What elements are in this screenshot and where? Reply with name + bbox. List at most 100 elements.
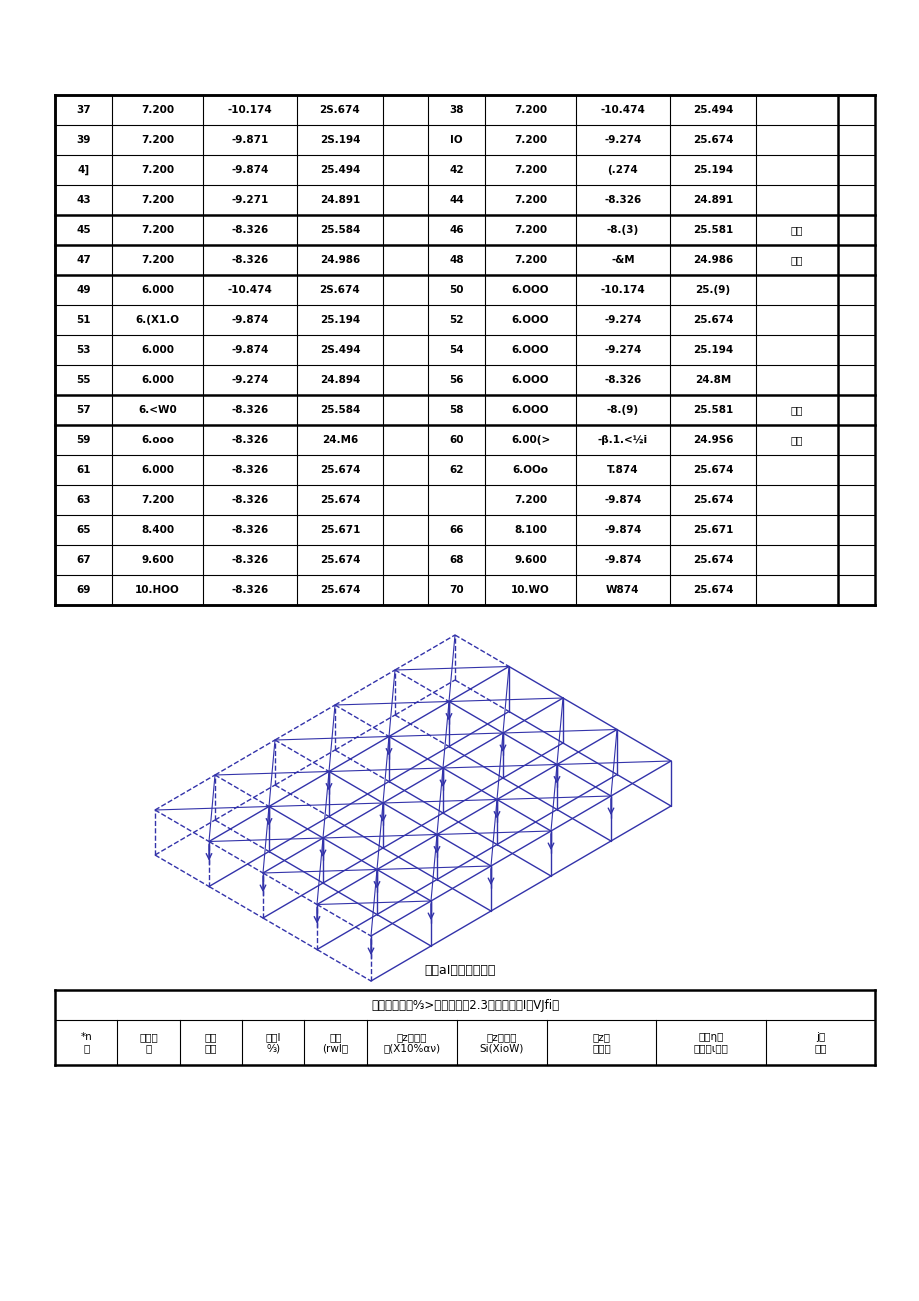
Text: -10.474: -10.474	[227, 285, 272, 295]
Text: 8.100: 8.100	[514, 526, 547, 535]
Text: 49: 49	[76, 285, 91, 295]
Text: 25.581: 25.581	[692, 405, 732, 415]
Text: -9.271: -9.271	[231, 195, 268, 206]
Text: 6.(X1.O: 6.(X1.O	[135, 315, 179, 325]
Text: 7.200: 7.200	[514, 494, 547, 505]
Text: 7.200: 7.200	[514, 105, 547, 114]
Text: 长度I
↉): 长度I ↉)	[265, 1032, 280, 1054]
Text: 7.200: 7.200	[514, 165, 547, 176]
Text: 24.986: 24.986	[692, 255, 732, 265]
Text: -9.874: -9.874	[231, 165, 268, 176]
Text: 60: 60	[449, 435, 463, 445]
Text: -8.326: -8.326	[231, 526, 268, 535]
Text: 烧z轴惯性
Si(XioW): 烧z轴惯性 Si(XioW)	[479, 1032, 524, 1054]
Text: 2S.674: 2S.674	[319, 285, 360, 295]
Text: 55: 55	[76, 375, 91, 385]
Text: 47: 47	[76, 255, 91, 265]
Text: 25.584: 25.584	[320, 405, 359, 415]
Text: 7.200: 7.200	[514, 195, 547, 206]
Text: 6.000: 6.000	[141, 345, 174, 355]
Text: 25.674: 25.674	[692, 556, 732, 565]
Text: -9.274: -9.274	[604, 315, 641, 325]
Text: 2S.194: 2S.194	[320, 135, 360, 144]
Text: 6.000: 6.000	[141, 464, 174, 475]
Text: -8.(3): -8.(3)	[606, 225, 639, 235]
Text: 2S.674: 2S.674	[319, 105, 360, 114]
Text: 7.200: 7.200	[141, 135, 174, 144]
Text: 46: 46	[449, 225, 463, 235]
Text: 10.WO: 10.WO	[511, 585, 550, 595]
Text: -8.(9): -8.(9)	[607, 405, 638, 415]
Text: 7.200: 7.200	[141, 195, 174, 206]
Text: 24.M6: 24.M6	[322, 435, 357, 445]
Text: 24.8M: 24.8M	[694, 375, 731, 385]
Text: -8.326: -8.326	[231, 225, 268, 235]
Text: 48: 48	[449, 255, 463, 265]
Text: -9.874: -9.874	[604, 494, 641, 505]
Text: -8.326: -8.326	[231, 255, 268, 265]
Text: W874: W874	[606, 585, 639, 595]
Text: 6.00(>: 6.00(>	[510, 435, 550, 445]
Text: -9.274: -9.274	[604, 345, 641, 355]
Text: 6.<W0: 6.<W0	[138, 405, 176, 415]
Text: 25.671: 25.671	[692, 526, 732, 535]
Text: 6.OOO: 6.OOO	[511, 405, 549, 415]
Text: 24.891: 24.891	[320, 195, 359, 206]
Text: 25.674: 25.674	[692, 315, 732, 325]
Text: j节
点筐: j节 点筐	[813, 1032, 825, 1054]
Text: 25.194: 25.194	[692, 345, 732, 355]
Text: 面积
(rwI）: 面积 (rwI）	[322, 1032, 348, 1054]
Text: 支庡: 支庡	[790, 435, 802, 445]
Text: 25.581: 25.581	[692, 225, 732, 235]
Text: 7.200: 7.200	[141, 494, 174, 505]
Text: -β.1.<½i: -β.1.<½i	[597, 435, 647, 445]
Text: 6.OOo: 6.OOo	[512, 464, 548, 475]
Text: 25.194: 25.194	[692, 165, 732, 176]
Text: (.274: (.274	[607, 165, 638, 176]
Text: 6.OOO: 6.OOO	[511, 345, 549, 355]
Text: 9.600: 9.600	[514, 556, 547, 565]
Text: 2S.494: 2S.494	[319, 345, 360, 355]
Text: -9.871: -9.871	[231, 135, 268, 144]
Text: -9.274: -9.274	[604, 135, 641, 144]
Text: 6.000: 6.000	[141, 285, 174, 295]
Text: -8.326: -8.326	[231, 585, 268, 595]
Text: 37: 37	[76, 105, 91, 114]
Text: 59: 59	[76, 435, 91, 445]
Text: 25.674: 25.674	[692, 135, 732, 144]
Text: 25.584: 25.584	[320, 225, 359, 235]
Text: 52: 52	[449, 315, 463, 325]
Text: 58: 58	[449, 405, 463, 415]
Text: 7.200: 7.200	[514, 135, 547, 144]
Text: 7.200: 7.200	[141, 165, 174, 176]
Text: 烧轴η节
计算长ι点仔: 烧轴η节 计算长ι点仔	[693, 1032, 728, 1054]
Text: 25.494: 25.494	[320, 165, 359, 176]
Text: 材料
名称: 材料 名称	[204, 1032, 217, 1054]
Text: 50: 50	[449, 285, 463, 295]
Text: -9.874: -9.874	[604, 526, 641, 535]
Text: 7.200: 7.200	[514, 255, 547, 265]
Text: 25.674: 25.674	[692, 464, 732, 475]
Text: 单元信息表（↉>等股用钉的2.3轴分例对应Ι，VJfi）: 单元信息表（↉>等股用钉的2.3轴分例对应Ι，VJfi）	[370, 998, 559, 1011]
Text: 25.671: 25.671	[320, 526, 359, 535]
Text: 7.200: 7.200	[141, 255, 174, 265]
Text: 56: 56	[449, 375, 463, 385]
Text: 6.OOO: 6.OOO	[511, 285, 549, 295]
Text: -8.326: -8.326	[231, 556, 268, 565]
Text: 38: 38	[449, 105, 463, 114]
Text: 24.9S6: 24.9S6	[692, 435, 732, 445]
Text: 泣z轴惯性
期(X10%αν): 泣z轴惯性 期(X10%αν)	[382, 1032, 440, 1054]
Text: 25.674: 25.674	[692, 585, 732, 595]
Text: 25.674: 25.674	[320, 494, 360, 505]
Text: 7.200: 7.200	[514, 225, 547, 235]
Text: -8.326: -8.326	[231, 464, 268, 475]
Text: 10.HOO: 10.HOO	[135, 585, 180, 595]
Text: T.874: T.874	[607, 464, 638, 475]
Text: 25.674: 25.674	[320, 464, 360, 475]
Text: -8.326: -8.326	[604, 195, 641, 206]
Text: 单元aⅠ号图（整体）: 单元aⅠ号图（整体）	[424, 964, 495, 977]
Text: 43: 43	[76, 195, 91, 206]
Text: 67: 67	[76, 556, 91, 565]
Text: 7.200: 7.200	[141, 225, 174, 235]
Text: 8.400: 8.400	[141, 526, 174, 535]
